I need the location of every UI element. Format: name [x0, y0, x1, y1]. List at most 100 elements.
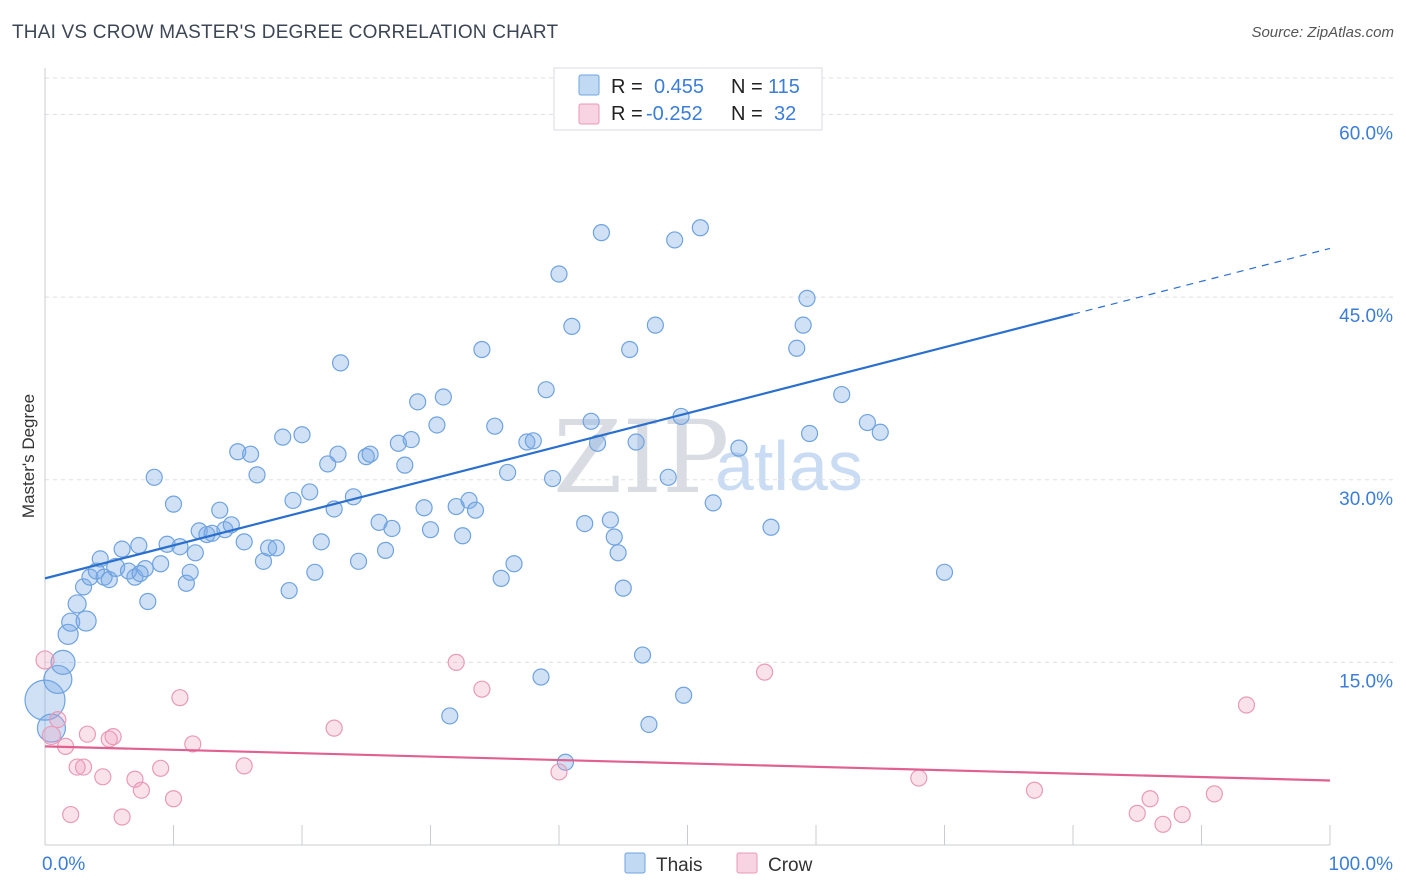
watermark: ZIP atlas	[553, 399, 863, 516]
crow-point	[41, 725, 62, 746]
thais-point	[428, 416, 446, 434]
crow-point	[132, 781, 150, 799]
thais-trendline	[44, 313, 1074, 580]
crow-point	[550, 763, 568, 781]
gridlines: 15.0% 30.0% 45.0% 60.0%	[45, 77, 1395, 692]
crow-point	[35, 650, 55, 670]
bottom-legend-swatch-thais	[624, 852, 646, 874]
crow-point	[94, 768, 112, 786]
legend-n-value-crow: 32	[774, 103, 796, 125]
thais-point	[50, 649, 76, 675]
crow-point	[1237, 696, 1256, 714]
thais-point	[466, 501, 485, 519]
legend-r-value-crow: -0.252	[646, 103, 703, 125]
thais-point	[113, 540, 131, 558]
bottom-legend-crow: Crow	[768, 855, 813, 876]
thais-point	[181, 563, 199, 581]
thais-point	[563, 317, 581, 335]
crow-point	[473, 680, 491, 698]
thais-point	[492, 569, 510, 587]
crow-point	[126, 770, 144, 788]
thais-point	[139, 592, 157, 611]
thais-point	[858, 413, 877, 432]
thais-point	[383, 519, 401, 538]
y-tick-label: 30.0%	[1339, 489, 1393, 510]
thais-point	[666, 231, 684, 249]
thais-point	[935, 563, 954, 581]
crow-points	[35, 650, 1256, 833]
thais-point	[136, 560, 154, 578]
bottom-legend-swatch-crow	[736, 852, 758, 874]
crow-point	[113, 808, 131, 826]
thais-point	[131, 564, 149, 583]
thais-point	[331, 354, 350, 372]
thais-point	[284, 491, 302, 510]
thais-point	[454, 527, 472, 545]
crow-point	[1141, 790, 1159, 808]
crow-point	[171, 689, 189, 707]
legend-swatch-thais	[578, 74, 600, 96]
thais-point	[396, 456, 414, 474]
crow-point	[164, 790, 183, 808]
legend: R = 0.455 N = 115 R = -0.252 N = 32	[553, 67, 823, 131]
thais-point	[376, 541, 395, 559]
crow-point	[49, 711, 67, 729]
thais-point	[486, 417, 504, 435]
crow-point	[68, 758, 86, 776]
crow-point	[325, 719, 343, 737]
thais-point	[306, 563, 324, 581]
thais-point	[280, 581, 298, 600]
thais-point	[601, 511, 620, 529]
thais-point	[415, 499, 433, 517]
thais-point	[274, 428, 292, 446]
thais-point	[81, 568, 99, 586]
thais-point	[145, 468, 163, 486]
thais-point	[473, 340, 491, 359]
thais-point	[588, 434, 607, 452]
thais-point	[164, 495, 183, 513]
x-tick-label: 100.0%	[1329, 854, 1394, 875]
watermark-atlas: atlas	[715, 427, 863, 505]
crow-point	[235, 757, 253, 775]
crow-point	[104, 728, 122, 746]
thais-point	[312, 533, 330, 551]
thais-point	[609, 544, 627, 562]
thais-point	[800, 424, 819, 443]
thais-point	[61, 612, 81, 632]
thais-point	[543, 469, 562, 488]
legend-n-label-thais: N =	[731, 76, 763, 98]
thais-point	[389, 434, 407, 452]
thais-point	[171, 538, 189, 556]
thais-point	[505, 555, 523, 573]
thais-point	[329, 445, 347, 463]
chart-title: THAI VS CROW MASTER'S DEGREE CORRELATION…	[12, 22, 559, 43]
x-tick-label: 0.0%	[42, 854, 85, 875]
thais-point	[235, 533, 253, 551]
thais-point	[605, 528, 623, 546]
thais-point	[43, 664, 73, 695]
thais-point	[57, 623, 79, 645]
crow-point	[1128, 804, 1146, 822]
bottom-legend: Thais Crow	[624, 852, 813, 876]
crow-point	[74, 758, 93, 776]
thais-point	[532, 668, 550, 686]
legend-r-value-thais: 0.455	[654, 76, 704, 98]
thais-point	[537, 381, 555, 399]
crow-point	[910, 769, 928, 787]
thais-point	[659, 468, 677, 486]
thais-point	[550, 265, 568, 283]
trendlines	[44, 247, 1331, 782]
thais-point	[691, 219, 709, 237]
thais-point	[460, 491, 478, 510]
thais-point	[177, 574, 195, 592]
y-tick-label: 15.0%	[1339, 671, 1393, 692]
thais-point	[730, 439, 748, 457]
thais-point	[434, 388, 452, 406]
crow-point	[1154, 815, 1172, 833]
thais-point	[67, 594, 87, 614]
thais-point	[871, 423, 889, 441]
thais-point	[152, 555, 170, 573]
thais-point	[361, 445, 379, 463]
legend-n-value-thais: 115	[768, 76, 800, 98]
